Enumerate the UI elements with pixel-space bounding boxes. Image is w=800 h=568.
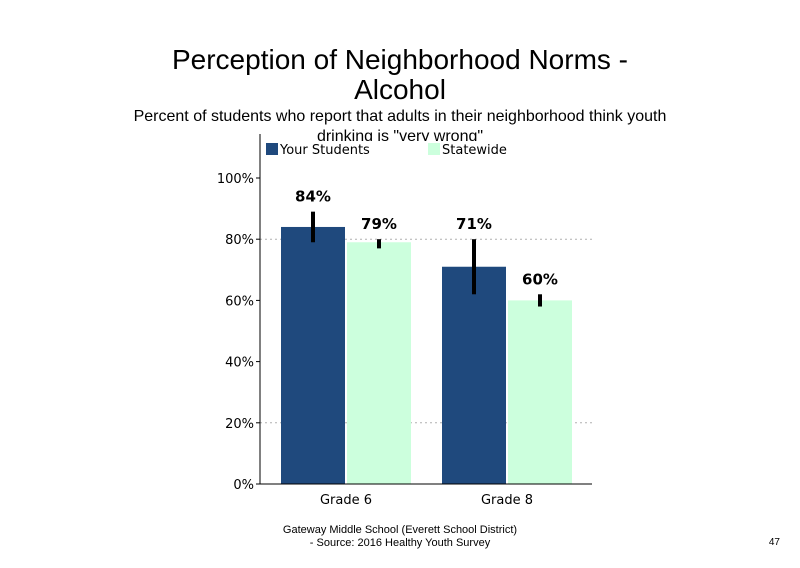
y-tick-label-0: 0% xyxy=(233,478,254,493)
y-tick-label-40: 40% xyxy=(225,356,254,371)
bar-grade-6-your-students xyxy=(281,226,345,484)
legend-swatch-your-students xyxy=(266,143,278,155)
y-tick-label-100: 100% xyxy=(217,172,254,187)
slide-title-line-1: Perception of Neighborhood Norms - xyxy=(171,44,628,75)
x-tick-label-grade-8: Grade 8 xyxy=(481,493,533,508)
data-labels: 84% 79% 71% 60% xyxy=(295,188,558,289)
error-bars xyxy=(311,211,542,307)
footer-source: Gateway Middle School (Everett School Di… xyxy=(200,524,600,550)
slide-subtitle: Percent of students who report that adul… xyxy=(133,108,667,141)
y-tick-label-60: 60% xyxy=(225,294,254,309)
data-label-grade-8-your-students: 71% xyxy=(456,215,492,233)
legend-label-your-students: Your Students xyxy=(279,143,370,158)
bars xyxy=(281,226,572,484)
legend-label-statewide: Statewide xyxy=(442,143,507,158)
slide-title-line-2: Alcohol xyxy=(354,74,446,105)
footer-line-1: Gateway Middle School (Everett School Di… xyxy=(282,524,518,536)
bar-grade-6-statewide xyxy=(347,242,411,484)
bar-grade-8-statewide xyxy=(508,300,572,484)
axes: Grade 6 Grade 8 0% 20% 40% 60% 80% 100% xyxy=(217,134,592,508)
slide-title: Perception of Neighborhood Norms - Alcoh… xyxy=(100,45,700,105)
legend: Your Students Statewide xyxy=(266,143,507,158)
data-label-grade-8-statewide: 60% xyxy=(522,270,558,288)
y-tick-label-20: 20% xyxy=(225,417,254,432)
y-tick-label-80: 80% xyxy=(225,233,254,248)
legend-swatch-statewide xyxy=(428,143,440,155)
bar-grade-8-your-students xyxy=(442,266,506,484)
page-number: 47 xyxy=(768,537,780,548)
data-label-grade-6-statewide: 79% xyxy=(361,215,397,233)
data-label-grade-6-your-students: 84% xyxy=(295,188,331,206)
footer-line-2: - Source: 2016 Healthy Youth Survey xyxy=(309,537,491,549)
x-tick-label-grade-6: Grade 6 xyxy=(320,493,372,508)
